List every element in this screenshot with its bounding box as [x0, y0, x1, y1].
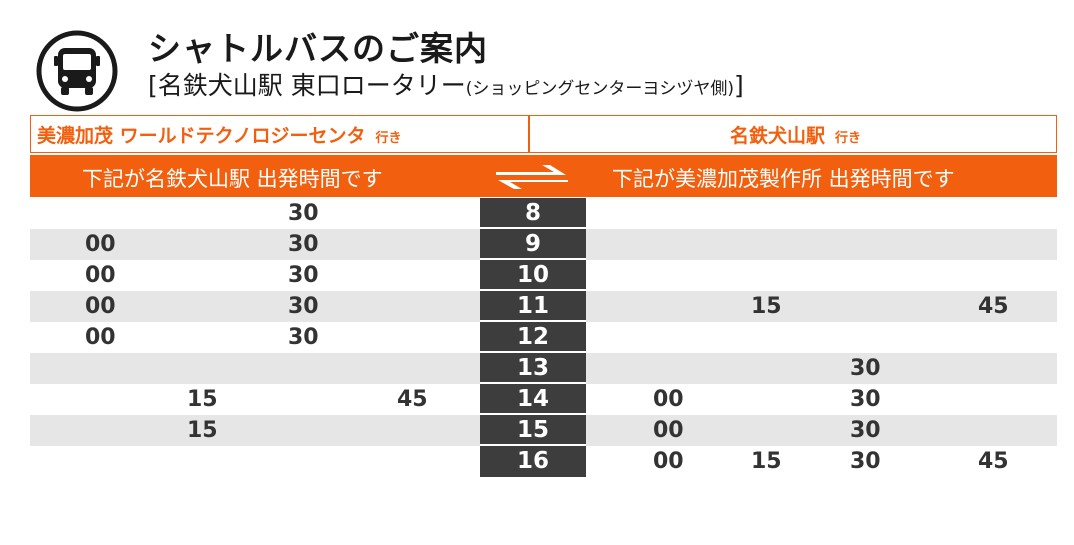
hour-cell: 14	[480, 384, 586, 415]
left-departure-minute: 00	[85, 325, 116, 350]
hour-cell: 11	[480, 291, 586, 322]
direction-left: 美濃加茂 ワールドテクノロジーセンタ 行き	[30, 115, 529, 153]
left-departure-minute: 30	[288, 294, 319, 319]
timetable-row: 13 30	[30, 353, 1057, 384]
hour-separator	[480, 413, 586, 415]
column-header-right: 下記が美濃加茂製作所 出発時間です	[612, 167, 955, 191]
right-departure-minute: 15	[751, 294, 782, 319]
hour-label: 10	[516, 262, 549, 288]
column-header-bar: 下記が名鉄犬山駅 出発時間です 下記が美濃加茂製作所 出発時間です	[30, 155, 1057, 197]
subtitle-end: ]	[733, 71, 744, 100]
hour-separator	[480, 227, 586, 229]
hour-separator	[480, 382, 586, 384]
direction-right-name: 名鉄犬山駅	[730, 125, 826, 147]
right-departure-minute: 15	[751, 449, 782, 474]
direction-right: 名鉄犬山駅 行き	[529, 115, 1057, 153]
left-departure-minute: 00	[85, 263, 116, 288]
hour-label: 9	[524, 231, 541, 257]
direction-right-suffix: 行き	[835, 131, 862, 146]
hour-label: 15	[516, 417, 549, 443]
hour-cell: 12	[480, 322, 586, 353]
hour-label: 14	[516, 386, 549, 412]
hour-cell: 13	[480, 353, 586, 384]
hour-label: 16	[516, 448, 549, 474]
right-departure-minute: 00	[653, 387, 684, 412]
timetable-row: 15 15 00 30	[30, 415, 1057, 446]
left-departure-minute: 30	[288, 263, 319, 288]
hour-cell: 16	[480, 446, 586, 477]
right-departure-minute: 00	[653, 449, 684, 474]
hour-label: 12	[516, 324, 549, 350]
left-departure-minute: 15	[187, 418, 218, 443]
left-departure-minute: 15	[187, 387, 218, 412]
right-departure-minute: 30	[850, 356, 881, 381]
hour-separator	[480, 258, 586, 260]
timetable-row: 16 00 15 30 45	[30, 446, 1057, 477]
hour-cell: 10	[480, 260, 586, 291]
left-departure-minute: 30	[288, 325, 319, 350]
page-subtitle: [名鉄犬山駅 東口ロータリー(ショッピングセンターヨシヅヤ側)]	[148, 66, 744, 102]
left-departure-minute: 00	[85, 232, 116, 257]
subtitle-main: [名鉄犬山駅 東口ロータリー	[148, 71, 466, 100]
timetable-row: 10 00 30	[30, 260, 1057, 291]
hour-separator	[480, 289, 586, 291]
direction-left-label: 美濃加茂 ワールドテクノロジーセンタ 行き	[37, 121, 402, 148]
timetable-row: 8 30	[30, 198, 1057, 229]
subtitle-note: (ショッピングセンターヨシヅヤ側)	[465, 79, 734, 99]
hour-label: 11	[516, 293, 549, 319]
hour-separator	[480, 320, 586, 322]
left-departure-minute: 30	[288, 232, 319, 257]
direction-left-name: 美濃加茂 ワールドテクノロジーセンタ	[37, 125, 366, 147]
column-header-left: 下記が名鉄犬山駅 出発時間です	[82, 167, 383, 191]
left-departure-minute: 00	[85, 294, 116, 319]
left-departure-minute: 30	[288, 201, 319, 226]
timetable-row: 11 00 30 15 45	[30, 291, 1057, 322]
timetable-row: 12 00 30	[30, 322, 1057, 353]
page-title: シャトルバスのご案内	[148, 29, 488, 68]
hour-cell: 9	[480, 229, 586, 260]
hour-cell: 15	[480, 415, 586, 446]
right-departure-minute: 00	[653, 418, 684, 443]
right-departure-minute: 30	[850, 449, 881, 474]
hour-separator	[480, 351, 586, 353]
right-departure-minute: 30	[850, 387, 881, 412]
timetable-row: 14 15 45 00 30	[30, 384, 1057, 415]
hour-cell: 8	[480, 198, 586, 229]
hour-separator	[480, 444, 586, 446]
right-departure-minute: 30	[850, 418, 881, 443]
left-departure-minute: 45	[397, 387, 428, 412]
swap-arrows-icon	[496, 165, 568, 189]
direction-right-label: 名鉄犬山駅 行き	[730, 121, 861, 148]
right-departure-minute: 45	[978, 449, 1009, 474]
header: シャトルバスのご案内 [名鉄犬山駅 東口ロータリー(ショッピングセンターヨシヅヤ…	[0, 0, 1074, 112]
hour-label: 13	[516, 355, 549, 381]
hour-label: 8	[524, 200, 541, 226]
bus-icon	[36, 30, 118, 112]
right-departure-minute: 45	[978, 294, 1009, 319]
timetable-row: 9 00 30	[30, 229, 1057, 260]
direction-left-suffix: 行き	[375, 131, 402, 146]
